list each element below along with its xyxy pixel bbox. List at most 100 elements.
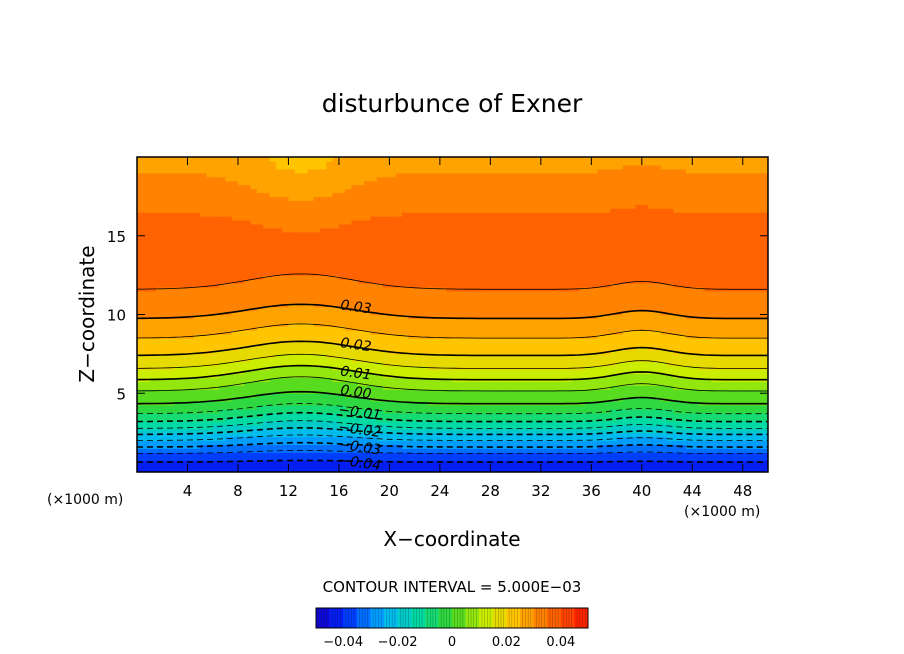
field-cell [225,216,233,221]
field-cell [206,263,214,268]
field-cell [395,294,403,300]
field-cell [351,251,359,257]
field-cell [319,353,327,359]
field-cell [402,412,409,418]
field-cell [326,247,334,253]
field-cell [168,357,176,363]
field-cell [149,346,157,351]
field-cell [244,397,252,402]
field-cell [219,377,226,383]
field-cell [149,464,157,469]
field-cell [502,381,510,386]
field-cell [515,271,523,276]
field-cell [502,271,510,276]
field-cell [351,302,359,308]
field-cell [420,271,428,276]
field-cell [168,416,176,422]
field-cell [288,160,296,166]
field-cell [307,361,315,367]
field-cell [326,436,334,442]
field-cell [269,247,277,253]
field-cell [301,310,308,316]
field-cell [490,267,498,272]
field-cell [376,342,384,347]
field-cell [414,424,422,430]
field-cell [282,357,290,363]
field-cell [212,204,220,209]
field-cell [439,184,447,190]
field-cell [408,393,416,398]
field-cell [458,428,466,434]
field-cell [244,412,252,418]
field-cell [301,239,308,245]
field-cell [212,369,220,375]
field-cell [212,326,220,331]
field-cell [389,416,397,422]
field-cell [389,243,397,249]
field-cell [143,314,151,320]
field-cell [225,208,233,213]
field-cell [187,381,195,386]
field-cell [143,357,151,363]
field-cell [484,346,491,351]
field-cell [420,235,428,241]
field-cell [502,361,510,367]
field-cell [345,353,353,359]
field-cell [256,346,264,351]
field-cell [200,157,208,162]
field-cell [471,424,479,430]
field-cell [433,180,441,186]
field-cell [231,357,239,363]
field-cell [275,373,283,379]
field-cell [465,468,473,472]
field-cell [502,436,510,442]
field-cell [338,204,346,209]
field-cell [383,432,390,438]
field-cell [364,389,372,394]
field-cell [174,365,182,371]
field-cell [282,464,290,469]
field-cell [200,259,208,264]
field-cell [452,405,460,410]
field-cell [219,322,226,327]
field-cell [219,283,226,288]
field-cell [219,188,226,194]
field-cell [477,338,485,343]
field-cell [471,243,479,249]
field-cell [256,208,264,213]
field-cell [515,220,523,225]
field-cell [181,464,189,469]
field-cell [521,235,529,241]
field-cell [275,176,283,182]
field-cell [212,216,220,221]
field-cell [143,456,151,461]
field-cell [193,401,201,406]
field-cell [477,357,485,363]
field-cell [439,220,447,225]
field-cell [301,452,308,457]
field-cell [269,298,277,304]
field-cell [496,468,504,472]
field-cell [187,255,195,260]
field-cell [200,220,208,225]
field-cell [294,428,302,434]
field-cell [376,283,384,288]
field-cell [263,456,271,461]
field-cell [515,227,523,233]
field-cell [174,164,182,170]
field-cell [263,393,271,398]
field-cell [357,377,365,383]
field-cell [225,164,233,170]
field-cell [244,385,252,390]
field-cell [137,227,144,233]
field-cell [452,263,460,268]
field-cell [433,290,441,296]
field-cell [458,373,466,379]
field-cell [269,334,277,339]
field-cell [301,361,308,367]
field-cell [206,361,214,367]
field-cell [521,330,529,335]
field-cell [521,448,529,453]
field-cell [219,428,226,434]
field-cell [389,283,397,288]
